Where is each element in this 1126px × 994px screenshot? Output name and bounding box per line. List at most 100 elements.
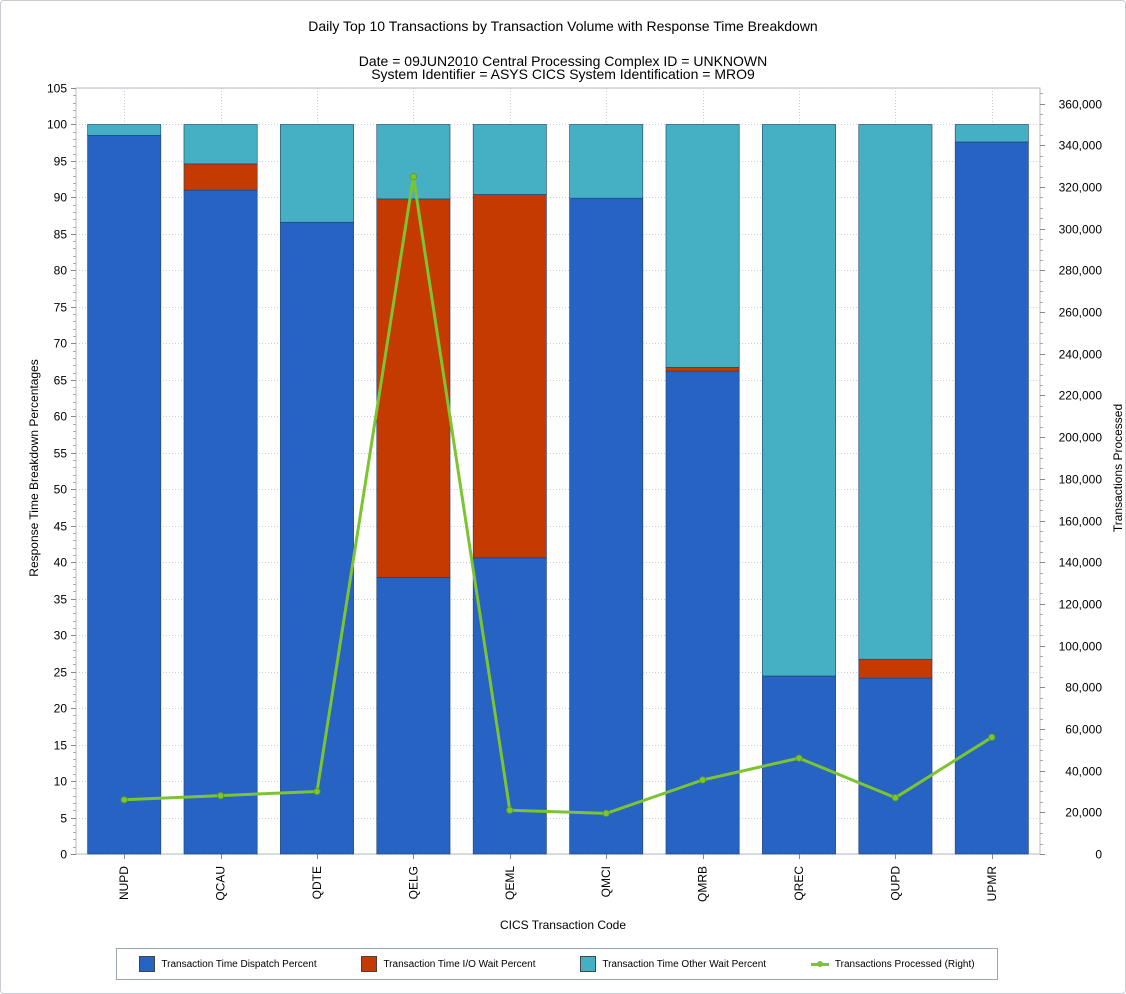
- bar-segment-qupd-2: [858, 124, 933, 660]
- transactions-line: [124, 175, 993, 815]
- legend-swatch-other-wait: [580, 956, 597, 972]
- bar-segment-qdte-2: [280, 124, 354, 223]
- legend-label-dispatch: Transaction Time Dispatch Percent: [161, 958, 317, 970]
- y2-tick-label: 40,000: [1065, 765, 1102, 779]
- x-tick-label: QMCI: [599, 866, 613, 897]
- legend-item-other-wait: Transaction Time Other Wait Percent: [580, 956, 766, 972]
- chart-subtitle-line-1: Date = 09JUN2010 Central Processing Comp…: [358, 53, 768, 69]
- y-tick-label: 10: [54, 775, 68, 789]
- y2-tick-label: 220,000: [1059, 389, 1103, 403]
- y-tick-label: 35: [54, 593, 68, 607]
- y-tick-label: 105: [47, 82, 67, 96]
- bar-segment-qmci-0: [569, 197, 644, 855]
- bar-segment-upmr-2: [954, 124, 1029, 143]
- y-tick-label: 55: [54, 447, 68, 461]
- y2-tick-label: 60,000: [1065, 723, 1102, 737]
- y-tick-label: 65: [54, 374, 68, 388]
- y2-tick-label: 100,000: [1059, 640, 1103, 654]
- bar-segment-qmrb-2: [665, 124, 740, 368]
- x-tick-label: QDTE: [310, 866, 324, 899]
- transactions-point-qeml: [506, 806, 514, 814]
- y2-tick-label: 120,000: [1059, 598, 1103, 612]
- y2-tick-label: 0: [1095, 848, 1102, 862]
- legend-swatch-transactions: [810, 957, 829, 971]
- y-tick-label: 85: [54, 228, 68, 242]
- y-tick-label: 60: [54, 410, 68, 424]
- bar-segment-qeml-1: [472, 194, 547, 559]
- bar-segment-qeml-2: [472, 124, 547, 195]
- bar-segment-nupd-2: [87, 124, 162, 136]
- transactions-point-qmci: [602, 809, 610, 817]
- x-tick-label: QEML: [503, 866, 517, 900]
- x-tick-label: QELG: [406, 866, 420, 899]
- y-tick-label: 20: [54, 702, 68, 716]
- chart-legend: Transaction Time Dispatch Percent Transa…: [116, 948, 998, 980]
- bar-segment-upmr-0: [954, 141, 1029, 855]
- y2-tick-label: 340,000: [1059, 139, 1103, 153]
- bar-segment-qelg-0: [376, 577, 451, 855]
- x-tick-label: QUPD: [888, 866, 902, 901]
- bar-segment-qelg-2: [376, 124, 451, 200]
- legend-item-io-wait: Transaction Time I/O Wait Percent: [361, 956, 536, 972]
- transactions-point-qelg: [409, 172, 417, 181]
- y-tick-label: 90: [54, 191, 68, 205]
- legend-label-other-wait: Transaction Time Other Wait Percent: [602, 958, 767, 970]
- y-tick-label: 45: [54, 520, 68, 534]
- y-tick-label: 95: [54, 155, 68, 169]
- legend-label-io-wait: Transaction Time I/O Wait Percent: [383, 958, 536, 970]
- legend-item-transactions: Transactions Processed (Right): [810, 957, 975, 971]
- chart-title: Daily Top 10 Transactions by Transaction…: [308, 18, 818, 34]
- transactions-point-qrec: [795, 754, 803, 762]
- bar-segment-qupd-0: [858, 677, 933, 855]
- bar-segment-qcau-0: [183, 189, 258, 855]
- y-tick-label: 25: [54, 666, 68, 680]
- y2-tick-label: 260,000: [1059, 306, 1103, 320]
- transactions-point-upmr: [988, 733, 996, 741]
- y2-tick-label: 160,000: [1059, 515, 1103, 529]
- y-tick-label: 15: [54, 739, 68, 753]
- legend-item-dispatch: Transaction Time Dispatch Percent: [139, 956, 317, 972]
- bar-segment-qrec-2: [762, 124, 836, 677]
- transactions-point-nupd: [120, 796, 128, 804]
- legend-swatch-dispatch: [139, 956, 156, 972]
- transactions-point-qupd: [891, 794, 900, 802]
- bar-segment-nupd-0: [87, 135, 162, 855]
- bar-segment-qupd-1: [858, 658, 933, 679]
- bar-segment-qmci-2: [569, 124, 644, 199]
- x-tick-label: QCAU: [214, 866, 228, 901]
- y-tick-label: 80: [54, 264, 68, 278]
- y2-axis-label: Transactions Processed: [1111, 403, 1125, 533]
- bar-segment-qdte-0: [280, 221, 354, 855]
- y-axis-label: Response Time Breakdown Percentages: [27, 359, 41, 577]
- legend-label-transactions: Transactions Processed (Right): [834, 958, 975, 970]
- y2-tick-label: 320,000: [1059, 181, 1103, 195]
- y2-tick-label: 200,000: [1059, 431, 1103, 445]
- y-tick-label: 100: [47, 118, 67, 132]
- y2-tick-label: 300,000: [1059, 223, 1103, 237]
- transactions-point-qdte: [313, 787, 321, 796]
- y-tick-label: 5: [60, 812, 67, 826]
- bar-segment-qelg-1: [376, 198, 451, 578]
- y2-tick-label: 20,000: [1065, 806, 1102, 820]
- y2-tick-label: 140,000: [1059, 556, 1103, 570]
- legend-swatch-io-wait: [361, 956, 378, 972]
- y-tick-label: 0: [60, 848, 67, 862]
- x-tick-label: UPMR: [985, 866, 999, 902]
- x-tick-label: QMRB: [696, 866, 710, 902]
- chart-subtitle-line-2: System Identifier = ASYS CICS System Ide…: [371, 66, 755, 82]
- bar-segment-qmrb-1: [665, 367, 740, 372]
- y-tick-label: 50: [54, 483, 68, 497]
- y-tick-label: 40: [54, 556, 68, 570]
- y2-tick-label: 80,000: [1065, 681, 1102, 695]
- transactions-point-qmrb: [698, 776, 707, 784]
- transactions-point-qcau: [217, 792, 225, 800]
- bar-segment-qcau-2: [183, 124, 258, 165]
- x-axis-label: CICS Transaction Code: [499, 918, 627, 932]
- y-tick-label: 75: [54, 301, 68, 315]
- y-tick-label: 70: [54, 337, 68, 351]
- y-tick-label: 30: [54, 629, 68, 643]
- x-tick-label: NUPD: [117, 866, 131, 900]
- y2-tick-label: 280,000: [1059, 264, 1103, 278]
- x-tick-label: QREC: [792, 866, 806, 901]
